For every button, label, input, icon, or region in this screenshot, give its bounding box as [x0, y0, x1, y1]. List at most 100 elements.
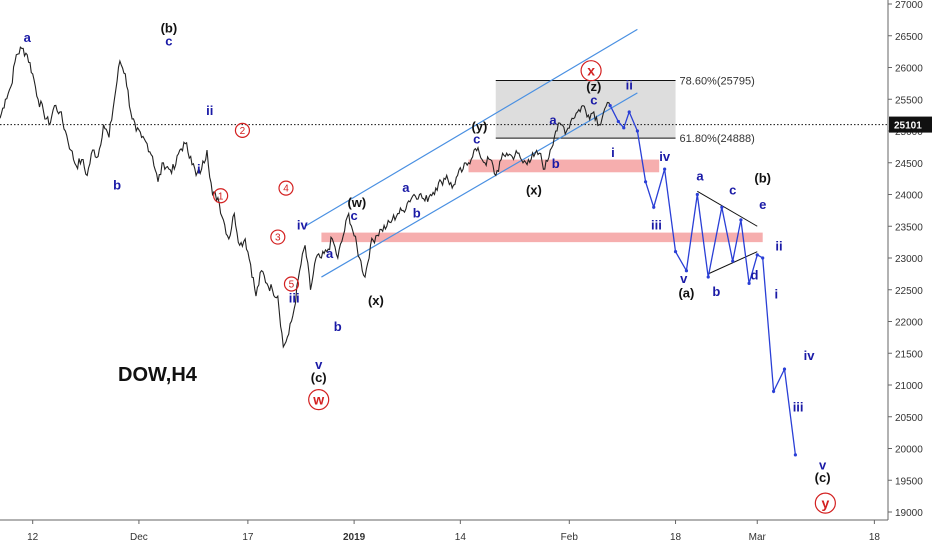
zones-layer — [321, 159, 763, 243]
x-tick-label: 12 — [27, 532, 39, 543]
fib-level-label: 78.60%(25795) — [680, 76, 755, 88]
wave-label: (y) — [471, 119, 487, 134]
circled-label: 2 — [240, 126, 246, 137]
circled-label-ring — [814, 492, 836, 514]
projection-point — [663, 167, 667, 171]
wave-label: iii — [651, 217, 662, 232]
x-tick-label: 14 — [455, 532, 467, 543]
wave-label: iv — [297, 217, 309, 232]
wave-label: ii — [775, 238, 782, 253]
wave-label: (w) — [347, 195, 366, 210]
wave-label: iv — [659, 149, 671, 164]
circled-label: 3 — [275, 233, 281, 244]
circled-label: y — [821, 495, 829, 511]
wave-label: b — [712, 284, 720, 299]
projection-line — [609, 105, 797, 455]
circled-label: w — [312, 392, 324, 408]
wave-label: i — [611, 145, 615, 160]
projection-point — [761, 256, 765, 260]
wave-label: (a) — [678, 285, 694, 300]
wave-label: ii — [206, 103, 213, 118]
circled-label-ring — [580, 60, 602, 82]
projection-point — [684, 269, 689, 273]
projection-point — [643, 180, 648, 184]
zone-lower — [321, 232, 763, 243]
y-tick-label: 25500 — [895, 95, 923, 106]
y-tick-label: 19500 — [895, 476, 923, 487]
wave-label: v — [680, 271, 688, 286]
x-tick-label: 2019 — [343, 532, 366, 543]
y-tick-label: 26000 — [895, 64, 923, 75]
circled-label: 1 — [218, 191, 224, 202]
projection-point — [635, 129, 639, 133]
x-tick-label: 17 — [242, 532, 254, 543]
wave-label: (b) — [161, 21, 178, 36]
wave-label: a — [24, 30, 32, 45]
wave-label: ii — [626, 78, 633, 93]
projection-point — [616, 119, 620, 124]
circled-label: x — [587, 63, 595, 79]
wave-label: v — [819, 457, 827, 472]
circled-label-ring — [234, 122, 251, 138]
projection-point — [782, 367, 787, 371]
wave-label: i — [197, 162, 201, 177]
channel-upper — [304, 28, 638, 227]
wave-label: iv — [804, 348, 816, 363]
current-price-badge — [889, 116, 932, 133]
y-tick-label: 24000 — [895, 191, 923, 202]
wave-label: a — [326, 246, 334, 261]
wave-label: (x) — [526, 183, 542, 198]
y-tick-label: 24500 — [895, 159, 923, 170]
wave-label: c — [473, 132, 480, 147]
triangle-upper — [697, 190, 758, 227]
lines-layer — [0, 28, 888, 278]
circled-label-ring — [213, 188, 229, 204]
y-tick-label: 21000 — [895, 381, 923, 392]
projection-point — [608, 104, 612, 108]
projection-point — [747, 281, 751, 285]
wave-label: a — [549, 113, 557, 128]
projection-point — [627, 110, 631, 114]
x-tick-label: Mar — [749, 532, 767, 543]
circled-label-ring — [308, 389, 330, 411]
projection-point — [739, 218, 743, 222]
y-tick-label: 22500 — [895, 286, 923, 297]
projection-point — [673, 250, 678, 254]
wave-label: iii — [289, 290, 300, 305]
wave-label: b — [552, 156, 560, 171]
wave-label: (c) — [815, 470, 831, 485]
wave-label: i — [775, 287, 779, 302]
wave-label: b — [113, 177, 121, 192]
channel-lower — [321, 92, 638, 278]
wave-label: e — [759, 197, 766, 212]
y-tick-label: 23000 — [895, 254, 923, 265]
projection-point — [652, 205, 656, 209]
wave-label: a — [696, 169, 704, 184]
projection-point — [720, 205, 724, 209]
wave-label: d — [751, 268, 759, 283]
zone-upper — [468, 159, 660, 173]
wave-label: a — [402, 180, 410, 195]
labels-layer: ab(b)ciiiiviiiabv(c)(w)c(x)ab(y)c(x)ba(z… — [24, 21, 836, 514]
y-tick-label: 26500 — [895, 32, 923, 43]
wave-label: (z) — [586, 79, 601, 94]
y-tick-label: 20500 — [895, 413, 923, 424]
current-price-label: 25101 — [894, 121, 922, 132]
x-tick-label: Dec — [130, 532, 148, 543]
circled-label-ring — [278, 180, 294, 196]
wave-label: (x) — [368, 293, 384, 308]
x-tick-label: Feb — [561, 532, 579, 543]
wave-label: iii — [793, 400, 804, 415]
x-tick-label: 18 — [670, 532, 682, 543]
y-tick-label: 21500 — [895, 349, 923, 360]
projection-point — [622, 126, 626, 130]
chart-title: DOW,H4 — [118, 364, 198, 386]
price-layer — [0, 46, 797, 457]
y-tick-label: 19000 — [895, 508, 923, 519]
price-line — [0, 46, 611, 349]
wave-label: c — [590, 92, 597, 107]
wave-label: c — [729, 183, 736, 198]
y-tick-label: 22000 — [895, 318, 923, 329]
